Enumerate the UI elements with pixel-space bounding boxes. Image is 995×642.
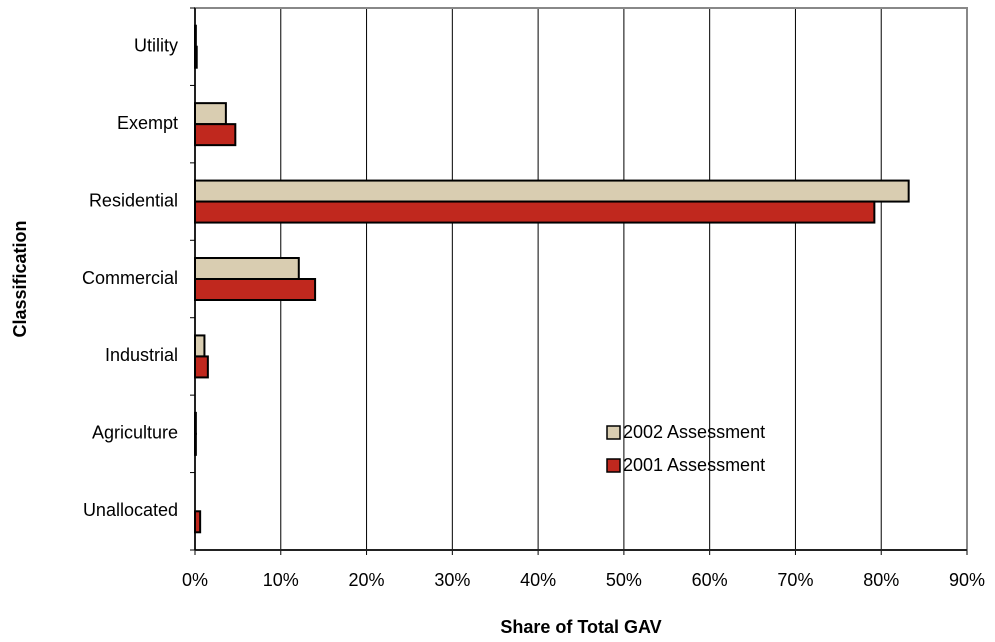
bar <box>194 24 197 48</box>
y-tick-label: Residential <box>89 190 178 210</box>
x-tick-label: 0% <box>182 570 208 590</box>
x-tick-label: 70% <box>777 570 813 590</box>
bar <box>194 102 227 126</box>
bar <box>194 200 876 224</box>
legend-label: 2002 Assessment <box>623 422 765 442</box>
x-tick-label: 20% <box>349 570 385 590</box>
bar <box>194 334 206 358</box>
x-tick-label: 30% <box>434 570 470 590</box>
bar <box>194 45 198 69</box>
bar <box>194 179 910 203</box>
y-axis-title: Classification <box>10 220 30 337</box>
x-tick-label: 10% <box>263 570 299 590</box>
bar <box>194 411 197 435</box>
bar <box>194 355 209 379</box>
y-tick-label: Unallocated <box>83 500 178 520</box>
x-tick-label: 50% <box>606 570 642 590</box>
x-tick-label: 80% <box>863 570 899 590</box>
y-tick-label: Agriculture <box>92 423 178 443</box>
bar <box>194 257 300 280</box>
y-tick-label: Industrial <box>105 345 178 365</box>
bar <box>194 278 317 301</box>
legend-label: 2001 Assessment <box>623 455 765 475</box>
x-tick-label: 60% <box>692 570 728 590</box>
y-tick-label: Commercial <box>82 268 178 288</box>
bar <box>194 123 237 147</box>
y-tick-label: Utility <box>134 35 178 55</box>
legend-swatch <box>606 458 621 473</box>
x-tick-label: 90% <box>949 570 985 590</box>
legend-swatch <box>606 425 621 440</box>
y-tick-label: Exempt <box>117 113 178 133</box>
bar <box>194 510 202 534</box>
x-tick-label: 40% <box>520 570 556 590</box>
bar <box>194 432 197 456</box>
x-axis-title: Share of Total GAV <box>500 617 661 637</box>
